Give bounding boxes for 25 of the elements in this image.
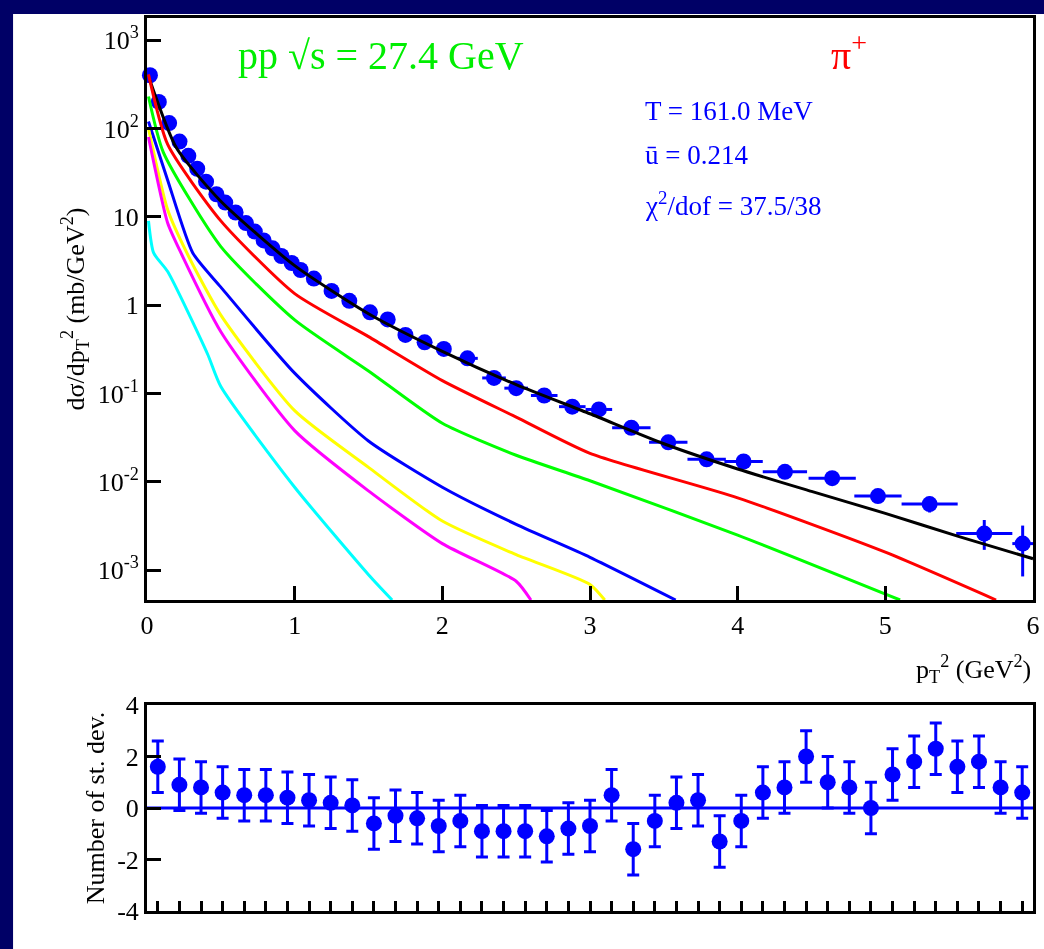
annotation: pp √s = 27.4 GeV	[238, 33, 524, 78]
annotation: T = 161.0 MeV	[645, 96, 814, 126]
x-tick-label: 5	[878, 611, 892, 641]
y-tick-label: 1	[125, 291, 139, 321]
y-tick-label: 10$^{-2}$	[97, 464, 139, 497]
annotation: π$^{+}$	[831, 27, 867, 78]
x-tick-label: 6	[1026, 611, 1040, 641]
y-tick-label: 0	[125, 794, 139, 824]
y-tick-label: 10$^{-3}$	[97, 552, 139, 586]
y-tick-label: 4	[125, 691, 139, 721]
y-tick-label: 10$^{3}$	[103, 22, 139, 56]
x-tick-label: 3	[583, 611, 597, 641]
annotation: χ$^{2}$/dof = 37.5/38	[645, 187, 822, 222]
x-tick-label: 4	[731, 611, 745, 641]
x-tick-label: 2	[435, 611, 449, 641]
x-tick-label: 1	[288, 611, 302, 641]
y-tick-label: -2	[117, 845, 139, 875]
y-tick-label: 10$^{2}$	[103, 110, 139, 144]
y-tick-label: -4	[117, 897, 139, 927]
annotation: ū = 0.214	[645, 140, 749, 170]
y-tick-label: 2	[125, 742, 139, 772]
y-tick-label: 10$^{-1}$	[97, 375, 139, 409]
x-axis-title: p$_{T}$$^{2}$ (GeV$^{2}$)	[916, 651, 1032, 688]
y-axis-title: Number of st. dev.	[80, 711, 110, 905]
y-tick-label: 10	[112, 202, 139, 232]
